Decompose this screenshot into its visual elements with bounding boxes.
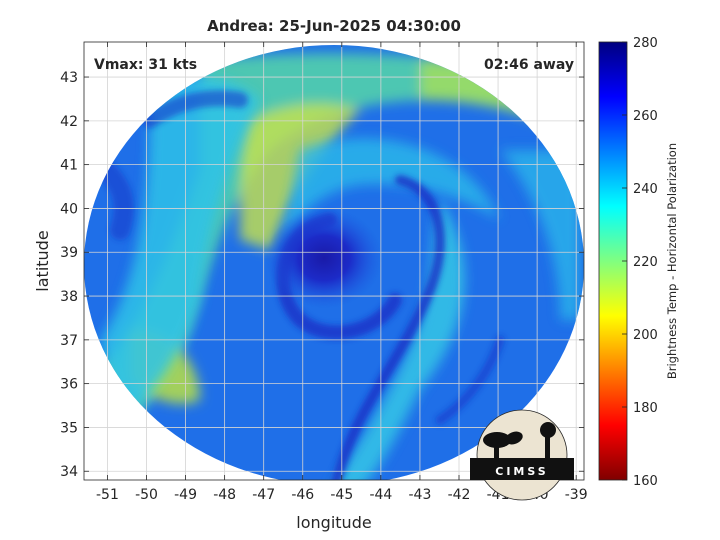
chart-title: Andrea: 25-Jun-2025 04:30:00 [207, 17, 461, 35]
y-axis-label: latitude [33, 230, 52, 291]
axes-frame [83, 41, 585, 481]
colorbar-tick-label: 260 [633, 109, 658, 124]
x-tick-label: -42 [448, 487, 471, 503]
logo-text: CIMSS [495, 465, 548, 478]
colorbar-label: Brightness Temp - Horizontal Polarizatio… [665, 143, 679, 379]
y-tick-label: 34 [60, 464, 78, 480]
y-tick-label: 40 [60, 201, 78, 217]
colorbar-tick-label: 180 [633, 401, 658, 416]
cimss-logo: CIMSS [470, 409, 574, 501]
colorbar-tick-label: 220 [633, 255, 658, 270]
x-tick-label: -43 [409, 487, 432, 503]
x-tick-label: -51 [96, 487, 119, 503]
x-tick-label: -47 [252, 487, 275, 503]
x-tick-label: -50 [135, 487, 158, 503]
x-tick-label: -45 [330, 487, 353, 503]
x-tick-label: -49 [174, 487, 197, 503]
x-tick-label: -44 [369, 487, 392, 503]
x-tick-label: -39 [565, 487, 588, 503]
brightness-temp-field [84, 45, 584, 480]
colorbar-tick-label: 280 [633, 36, 658, 51]
vmax-annotation: Vmax: 31 kts [94, 57, 197, 73]
grid-lines [84, 42, 584, 480]
colorbar-tick-label: 160 [633, 474, 658, 489]
y-tick-label: 42 [60, 114, 78, 130]
y-tick-label: 41 [60, 158, 78, 174]
storm-core [266, 208, 382, 308]
y-tick-label: 43 [60, 70, 78, 86]
colorbar-tick-label: 200 [633, 328, 658, 343]
time-away-annotation: 02:46 away [484, 57, 574, 73]
x-axis-label: longitude [296, 513, 371, 532]
y-tick-label: 35 [60, 420, 78, 436]
colorbar-tick-label: 240 [633, 182, 658, 197]
y-tick-label: 37 [60, 333, 78, 349]
y-tick-label: 39 [60, 245, 78, 261]
x-tick-label: -48 [213, 487, 236, 503]
x-tick-label: -46 [291, 487, 314, 503]
colorbar: 160 180 200 220 240 260 280 Brightness Temp - … [598, 36, 679, 489]
y-tick-label: 36 [60, 377, 78, 393]
y-axis: 34 35 36 37 38 39 40 41 42 43 [60, 70, 584, 480]
y-tick-label: 38 [60, 289, 78, 305]
